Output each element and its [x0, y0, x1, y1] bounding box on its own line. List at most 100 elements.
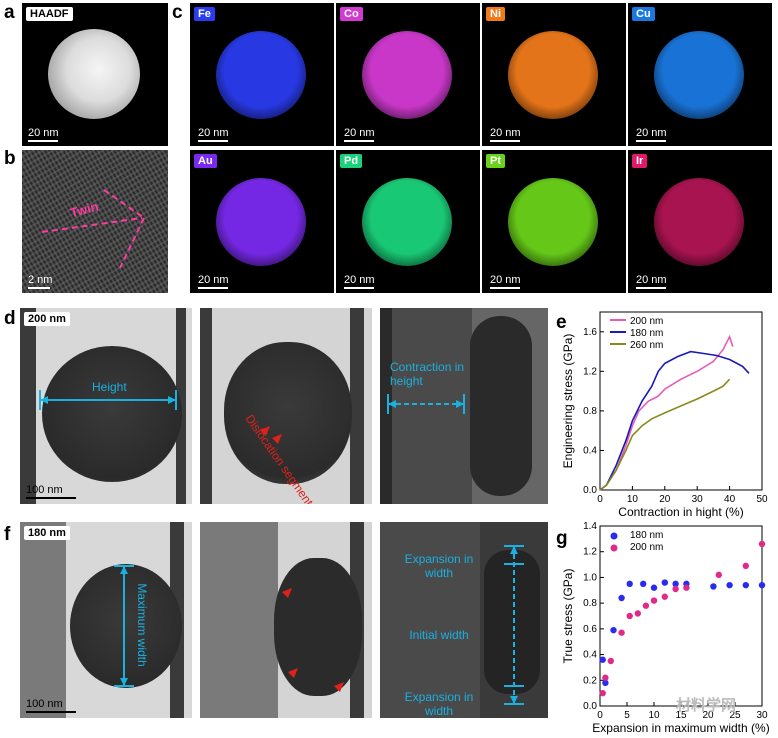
- nanoparticle: [274, 558, 362, 696]
- element-tag: Pd: [340, 154, 363, 168]
- eds-map-co: Co 20 nm: [336, 3, 480, 146]
- x-tick-label: 15: [675, 710, 687, 721]
- nanoparticle: [48, 29, 140, 119]
- data-point: [661, 593, 668, 600]
- element-distribution: [216, 178, 306, 266]
- data-point: [715, 571, 722, 579]
- expansion-bottom-label: Expansion in width: [404, 690, 474, 718]
- eds-map-au: Au 20 nm: [190, 150, 334, 293]
- element-tag: Au: [194, 154, 217, 168]
- scale-bar-a: 20 nm: [28, 127, 59, 142]
- scale-bar: 20 nm: [344, 127, 375, 142]
- data-point: [742, 562, 749, 570]
- panel-d-label: d: [4, 308, 16, 329]
- data-point: [626, 580, 633, 588]
- series-line: [599, 378, 731, 491]
- y-tick-label: 0.0: [583, 701, 597, 712]
- nanoparticle: [470, 316, 532, 496]
- x-tick-label: 50: [756, 494, 768, 505]
- scale-bar: 20 nm: [490, 274, 521, 289]
- tem-frame-d2: Dislocation segment: [200, 308, 372, 504]
- plot-frame: [599, 525, 763, 707]
- tem-frame-f2: [200, 522, 372, 718]
- element-tag: Pt: [486, 154, 505, 168]
- data-point: [758, 540, 766, 548]
- nanoparticle: [224, 342, 352, 484]
- max-width-label: Maximum width: [135, 583, 149, 667]
- tem-frame-f1: Maximum width 180 nm 100 nm: [20, 522, 192, 718]
- panel-e-label: e: [556, 312, 567, 333]
- haadf-tag: HAADF: [26, 7, 73, 21]
- series-line: [599, 350, 750, 491]
- twin-annotation: [41, 189, 145, 269]
- data-point: [610, 626, 617, 634]
- data-point: [742, 581, 749, 589]
- nanoparticle: [42, 346, 182, 482]
- engineering-stress-chart: 0 10 20 30 40 50 0.0 0.4 0.8 1.2 1.6 Contraction in…: [561, 311, 768, 519]
- panel-a-label: a: [4, 2, 15, 23]
- element-distribution: [508, 178, 598, 266]
- x-axis-label: Expansion in maximum width (%): [592, 721, 769, 735]
- data-point: [661, 579, 668, 586]
- atomic-resolution-image: Twin 2 nm: [22, 150, 168, 293]
- data-point: [758, 581, 766, 589]
- eds-map-grid: Fe 20 nm Co 20 nm Ni 20 nm Cu 20 nm Au 20 nm Pd 20 …: [190, 3, 774, 293]
- plot-frame: [599, 311, 763, 491]
- element-tag: Co: [340, 7, 363, 21]
- eds-map-pd: Pd 20 nm: [336, 150, 480, 293]
- haadf-image: HAADF 20 nm: [22, 3, 168, 146]
- data-point: [710, 583, 717, 590]
- y-tick-label: 1.0: [583, 572, 597, 583]
- data-point: [618, 594, 625, 602]
- x-tick-label: 5: [624, 710, 630, 721]
- element-tag: Fe: [194, 7, 215, 21]
- eds-map-ni: Ni 20 nm: [482, 3, 626, 146]
- data-point: [607, 657, 614, 665]
- legend-swatch: [610, 532, 618, 540]
- legend-label: 180 nm: [630, 530, 663, 541]
- element-distribution: [362, 178, 452, 266]
- nanoparticle: [484, 550, 540, 694]
- tem-frame-d1: Height 200 nm 100 nm: [20, 308, 192, 504]
- size-tag-200: 200 nm: [24, 312, 70, 326]
- x-axis-label: Contraction in hight (%): [618, 505, 743, 519]
- data-point: [672, 585, 679, 593]
- red-arrow-icon: [282, 588, 344, 692]
- x-tick-label: 40: [724, 494, 736, 505]
- tem-frame-f3: Expansion in width Initial width Expansi…: [380, 522, 548, 718]
- y-tick-label: 0.4: [583, 650, 597, 661]
- scale-bar: 20 nm: [636, 127, 667, 142]
- data-point: [626, 612, 633, 620]
- legend-label: 260 nm: [630, 340, 663, 351]
- panel-g-label: g: [556, 528, 568, 549]
- legend-label: 180 nm: [630, 328, 663, 339]
- legend-label: 200 nm: [630, 316, 663, 327]
- x-tick-label: 0: [597, 494, 603, 505]
- y-axis-label: Engineering stress (GPa): [561, 334, 575, 469]
- y-tick-label: 1.2: [583, 366, 597, 377]
- scale-bar: 20 nm: [636, 274, 667, 289]
- height-label: Height: [92, 380, 127, 394]
- data-point: [602, 674, 609, 681]
- y-tick-label: 1.4: [583, 521, 597, 532]
- initial-width-label: Initial width: [409, 628, 469, 642]
- eds-map-fe: Fe 20 nm: [190, 3, 334, 146]
- data-point: [650, 584, 658, 591]
- element-tag: Cu: [632, 7, 655, 21]
- data-point: [642, 602, 650, 609]
- x-tick-label: 30: [692, 494, 704, 505]
- element-distribution: [216, 31, 306, 119]
- y-tick-label: 0.2: [583, 675, 597, 686]
- x-tick-label: 20: [659, 494, 671, 505]
- tem-frame-d3: Contraction in height: [380, 308, 548, 504]
- x-tick-label: 10: [648, 710, 660, 721]
- x-tick-label: 0: [597, 710, 603, 721]
- eds-map-ir: Ir 20 nm: [628, 150, 772, 293]
- expansion-top-label: Expansion in width: [404, 552, 474, 580]
- y-tick-label: 1.2: [583, 547, 597, 558]
- data-point: [683, 584, 690, 591]
- element-distribution: [654, 178, 744, 266]
- scale-bar: 20 nm: [198, 274, 229, 289]
- y-tick-label: 0.8: [583, 406, 597, 417]
- data-point: [640, 580, 647, 588]
